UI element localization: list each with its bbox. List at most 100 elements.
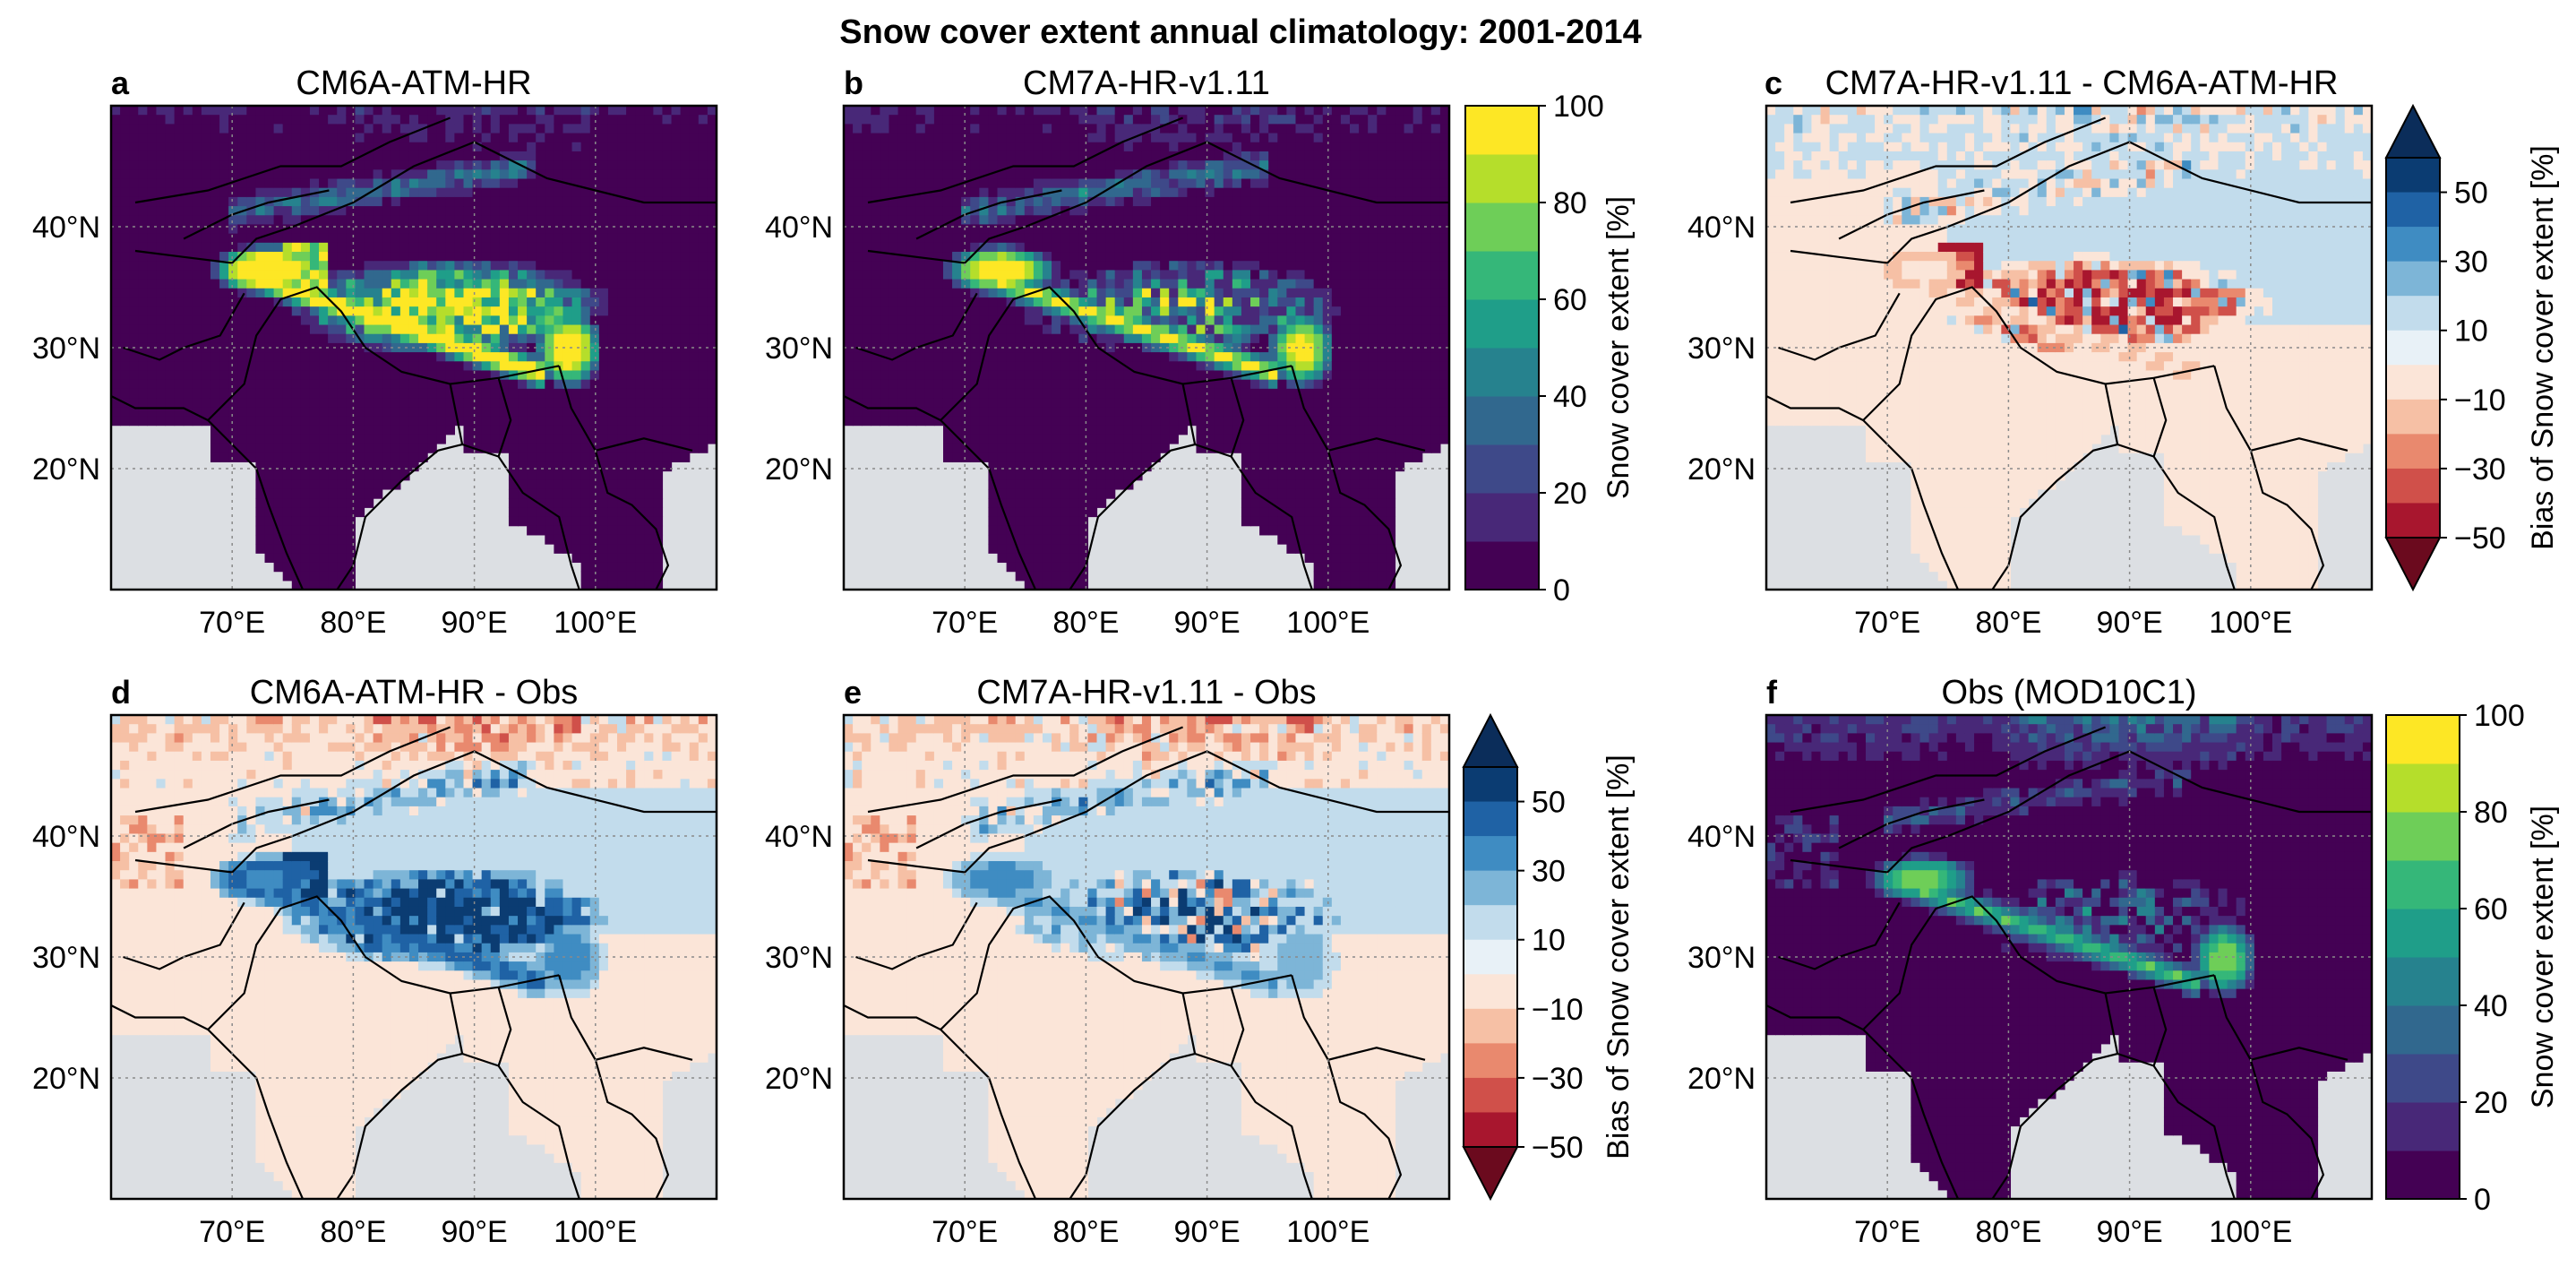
grid-cell <box>527 388 537 399</box>
grid-cell <box>1060 352 1070 362</box>
grid-cell <box>300 370 311 381</box>
grid-cell <box>617 488 627 499</box>
grid-cell <box>228 379 238 390</box>
grid-cell <box>210 206 220 216</box>
grid-cell <box>617 507 627 518</box>
grid-cell <box>1151 133 1161 143</box>
grid-cell <box>707 425 717 435</box>
grid-cell <box>933 142 944 152</box>
grid-cell <box>862 398 872 408</box>
grid-cell <box>1105 370 1116 381</box>
grid-cell <box>897 224 908 235</box>
grid-cell <box>1214 261 1224 271</box>
grid-cell <box>680 252 691 262</box>
grid-cell <box>897 333 908 344</box>
grid-cell <box>1015 279 1026 289</box>
grid-cell <box>1187 342 1198 353</box>
grid-cell <box>300 507 311 518</box>
grid-cell <box>337 279 347 289</box>
grid-cell <box>291 279 302 289</box>
grid-cell <box>1015 398 1026 408</box>
grid-cell <box>880 224 890 235</box>
grid-cell <box>1151 342 1161 353</box>
grid-cell <box>933 242 944 253</box>
grid-cell <box>1033 270 1043 280</box>
grid-cell <box>1015 196 1026 207</box>
grid-cell <box>1259 434 1269 444</box>
grid-cell <box>1223 342 1233 353</box>
grid-cell <box>662 379 673 390</box>
grid-cell <box>680 324 691 335</box>
grid-cell <box>192 224 202 235</box>
grid-cell <box>399 187 410 198</box>
grid-cell <box>156 242 167 253</box>
grid-cell <box>933 288 944 298</box>
grid-cell <box>961 151 971 161</box>
grid-cell <box>273 416 284 427</box>
grid-cell <box>589 178 600 189</box>
grid-cell <box>545 525 554 536</box>
grid-cell <box>1205 324 1215 335</box>
grid-cell <box>680 270 691 280</box>
grid-cell <box>1259 498 1269 508</box>
grid-cell <box>1178 425 1188 435</box>
grid-cell <box>1151 370 1161 381</box>
grid-cell <box>201 215 211 226</box>
grid-cell <box>626 206 636 216</box>
grid-cell <box>1006 488 1017 499</box>
grid-cell <box>554 270 564 280</box>
grid-cell <box>554 488 564 499</box>
grid-cell <box>1196 434 1206 444</box>
grid-cell <box>607 379 618 390</box>
grid-cell <box>897 416 908 427</box>
grid-cell <box>635 416 645 427</box>
grid-cell <box>862 352 872 362</box>
grid-cell <box>1096 288 1107 298</box>
grid-cell <box>1196 407 1206 418</box>
grid-cell <box>1069 333 1079 344</box>
grid-cell <box>1214 151 1224 161</box>
grid-cell <box>427 297 437 307</box>
grid-cell <box>889 242 899 253</box>
grid-cell <box>228 333 238 344</box>
grid-cell <box>1169 169 1179 180</box>
grid-cell <box>273 553 284 564</box>
grid-cell <box>1024 224 1035 235</box>
grid-cell <box>942 352 953 362</box>
grid-cell <box>481 124 492 134</box>
grid-cell <box>626 160 636 170</box>
grid-cell <box>1178 124 1188 134</box>
grid-cell <box>201 352 211 362</box>
grid-cell <box>1214 133 1224 143</box>
grid-cell <box>273 498 284 508</box>
grid-cell <box>617 215 627 226</box>
grid-cell <box>210 306 220 316</box>
grid-cell <box>291 425 302 435</box>
grid-cell <box>915 342 926 353</box>
grid-cell <box>906 233 917 244</box>
grid-cell <box>698 425 708 435</box>
grid-cell <box>300 407 311 418</box>
grid-cell <box>1024 498 1035 508</box>
grid-cell <box>481 270 492 280</box>
grid-cell <box>319 516 329 527</box>
grid-cell <box>689 233 700 244</box>
grid-cell <box>1268 306 1278 316</box>
grid-cell <box>915 306 926 316</box>
grid-cell <box>689 379 700 390</box>
grid-cell <box>635 297 645 307</box>
grid-cell <box>1223 407 1233 418</box>
grid-cell <box>1151 333 1161 344</box>
grid-cell <box>689 297 700 307</box>
grid-cell <box>1015 315 1026 326</box>
grid-cell <box>1132 315 1143 326</box>
grid-cell <box>364 416 374 427</box>
grid-cell <box>264 270 275 280</box>
grid-cell <box>156 398 167 408</box>
grid-cell <box>1151 434 1161 444</box>
grid-cell <box>174 270 185 280</box>
grid-cell <box>617 580 627 590</box>
grid-cell <box>355 224 365 235</box>
grid-cell <box>545 352 554 362</box>
grid-cell <box>1123 324 1134 335</box>
